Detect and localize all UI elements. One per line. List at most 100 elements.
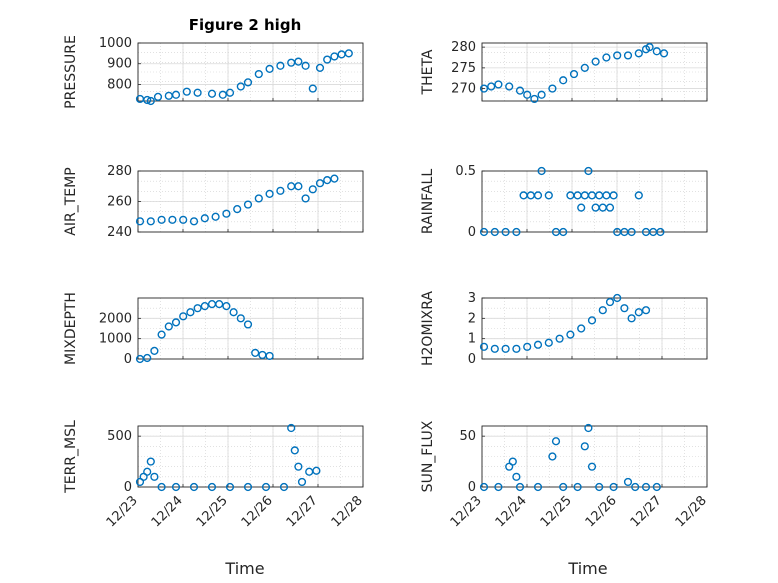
data-point [243,482,253,492]
y-tick-label: 280 [107,164,132,179]
data-point [487,82,496,91]
data-point [157,482,166,492]
y-tick-label: 0 [468,480,476,495]
data-point [659,49,669,58]
data-point [312,466,321,475]
data-point [254,69,263,79]
data-point [287,58,296,67]
axes-frame [137,425,364,488]
data-point [254,194,263,203]
data-point [591,57,600,66]
data-point [258,350,267,360]
data-point [171,90,181,99]
data-point [580,63,589,72]
data-point [634,49,643,58]
y-tick-label: 0 [124,480,132,495]
x-tick-label: 12/23 [448,493,485,530]
axes-frame [481,170,708,233]
data-point [559,227,568,237]
data-point [544,191,553,200]
data-point [530,94,539,104]
subplot-terr-msl: 0 500 TERR_MSL 12/23 12/24 12/25 12/26 12/27 12/… [63,420,366,530]
y-axis-label: RAINFALL [420,169,436,234]
data-point [143,95,152,105]
data-point [566,191,575,200]
data-point [559,482,568,492]
data-point [591,203,600,212]
data-point [211,212,220,221]
data-point [146,217,155,226]
data-point [135,217,145,226]
axes-frame [137,42,364,102]
data-point [150,472,159,481]
data-point [189,482,199,492]
data-point [236,82,245,91]
data-point [193,88,202,97]
data-point [287,423,296,433]
data-point [537,90,546,99]
data-point [315,63,325,72]
x-tick-label: 12/27 [284,493,321,530]
x-tick-label: 12/26 [239,493,276,530]
data-point [287,182,296,191]
y-axis-label: TERR_MSL [63,420,79,494]
data-point [645,43,654,52]
data-point [143,353,152,363]
data-point [533,191,543,200]
data-point [157,215,166,224]
y-tick-label: 0 [124,352,132,367]
data-point [501,344,510,353]
data-point [330,174,339,183]
data-point [315,179,325,188]
data-point [229,308,238,317]
data-point [627,314,636,323]
x-tick-label: 12/24 [493,493,530,530]
data-point [551,437,561,446]
figure-title: Figure 2 high [189,16,302,34]
data-point [595,191,604,200]
data-point [179,312,188,321]
data-point [512,227,521,237]
subplot-pressure: 800 900 1000 PRESSURE [63,35,364,109]
data-point [634,308,643,317]
data-point [279,482,289,492]
data-point [479,342,489,351]
y-tick-label: 1000 [99,332,132,347]
data-point [652,482,661,492]
data-point [207,89,217,98]
data-point [595,482,604,492]
y-tick-label: 275 [451,61,476,76]
y-tick-label: 260 [107,195,132,210]
data-point [537,166,546,176]
data-point [308,185,317,194]
data-point [573,482,582,492]
data-point [290,446,299,455]
subplot-mixdepth: 0 1000 2000 MIXDEPTH [63,292,364,367]
y-axis-label: AIR_TEMP [63,167,79,235]
data-point [265,351,274,361]
data-point [587,316,597,325]
axes-frame [137,170,364,233]
data-point [146,96,155,106]
data-point [573,191,582,200]
x-axis-label-left: Time [224,559,264,578]
data-point [479,482,489,492]
data-point [508,457,517,466]
data-point [634,191,643,200]
data-point [605,297,615,307]
data-point [301,194,310,203]
y-tick-label: 0 [468,352,476,367]
subplot-theta: 270 275 280 THETA [420,40,708,104]
data-point [609,482,618,492]
data-point [171,482,181,492]
data-point [533,340,543,349]
data-point [656,227,665,237]
data-point [652,47,661,56]
y-axis-label: PRESSURE [63,35,79,109]
y-tick-label: 800 [107,77,132,92]
data-point [598,306,607,315]
data-point [548,84,557,93]
y-tick-label: 500 [107,429,132,444]
data-point [523,342,532,351]
data-point [490,344,499,353]
